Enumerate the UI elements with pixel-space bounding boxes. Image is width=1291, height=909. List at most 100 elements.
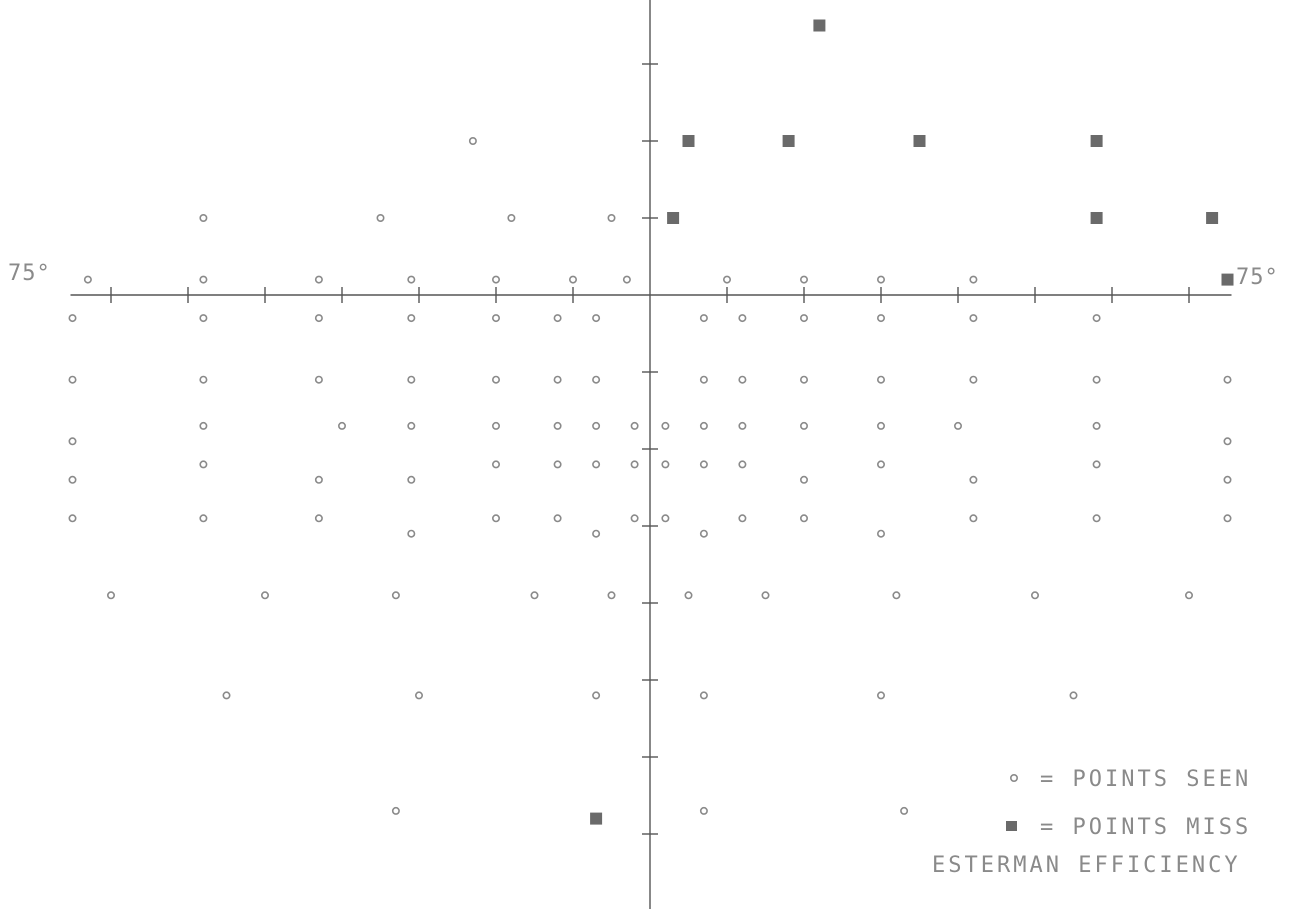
seen-point <box>876 314 885 323</box>
seen-point <box>876 460 885 469</box>
seen-point <box>969 314 978 323</box>
seen-point <box>661 421 670 430</box>
seen-point <box>314 475 323 484</box>
missed-point <box>667 212 680 224</box>
seen-point <box>876 529 885 538</box>
seen-point <box>491 314 500 323</box>
seen-point <box>507 214 516 223</box>
seen-point <box>199 314 208 323</box>
seen-point <box>592 375 601 384</box>
seen-point <box>68 475 77 484</box>
seen-point <box>314 375 323 384</box>
seen-point <box>1092 314 1101 323</box>
seen-point <box>630 460 639 469</box>
seen-point <box>199 375 208 384</box>
seen-point <box>630 514 639 523</box>
seen-point <box>553 375 562 384</box>
seen-point <box>892 591 901 600</box>
missed-point <box>682 135 695 147</box>
seen-point <box>553 421 562 430</box>
missed-point <box>1221 273 1234 286</box>
legend-missed-label: = POINTS MISS <box>1040 815 1251 840</box>
seen-point <box>1092 514 1101 523</box>
seen-point <box>1069 691 1078 700</box>
seen-point <box>1223 475 1232 484</box>
seen-point <box>222 691 231 700</box>
seen-point <box>199 460 208 469</box>
seen-point <box>553 514 562 523</box>
seen-point <box>607 591 616 600</box>
seen-point <box>1092 375 1101 384</box>
seen-point <box>969 475 978 484</box>
seen-point <box>799 514 808 523</box>
seen-point <box>799 275 808 284</box>
seen-point <box>1092 460 1101 469</box>
seen-point <box>553 314 562 323</box>
missed-point <box>913 135 926 147</box>
missed-point <box>1206 212 1219 224</box>
seen-point <box>738 375 747 384</box>
seen-point <box>738 314 747 323</box>
seen-point <box>107 591 116 600</box>
seen-point <box>738 514 747 523</box>
seen-point <box>876 691 885 700</box>
seen-point <box>1223 514 1232 523</box>
missed-point <box>782 135 795 147</box>
seen-point <box>407 421 416 430</box>
seen-point <box>622 275 631 284</box>
seen-point <box>607 214 616 223</box>
seen-point <box>314 275 323 284</box>
missed-point <box>590 812 603 825</box>
seen-point <box>491 275 500 284</box>
seen-point <box>699 421 708 430</box>
seen-point <box>592 691 601 700</box>
seen-point <box>592 421 601 430</box>
missed-points-layer <box>590 19 1234 825</box>
legend: = POINTS SEEN = POINTS MISS ESTERMAN EFF… <box>932 767 1251 878</box>
seen-point <box>592 460 601 469</box>
seen-point <box>68 514 77 523</box>
seen-point <box>699 460 708 469</box>
missed-point <box>1090 212 1103 224</box>
left-axis-label: 75° <box>8 261 51 286</box>
seen-point <box>376 214 385 223</box>
missed-point <box>813 19 826 32</box>
seen-point <box>491 375 500 384</box>
seen-point <box>1223 437 1232 446</box>
seen-point <box>407 275 416 284</box>
seen-point <box>799 314 808 323</box>
legend-missed-marker <box>1006 821 1017 831</box>
seen-point <box>68 437 77 446</box>
seen-point <box>900 806 909 815</box>
seen-point <box>491 460 500 469</box>
seen-point <box>592 314 601 323</box>
seen-points-layer <box>68 137 1232 815</box>
seen-point <box>314 314 323 323</box>
seen-point <box>1092 421 1101 430</box>
esterman-efficiency-label: ESTERMAN EFFICIENCY <box>932 853 1241 878</box>
seen-point <box>260 591 269 600</box>
seen-point <box>568 275 577 284</box>
seen-point <box>337 421 346 430</box>
seen-point <box>684 591 693 600</box>
seen-point <box>491 514 500 523</box>
seen-point <box>699 375 708 384</box>
seen-point <box>407 475 416 484</box>
seen-point <box>407 529 416 538</box>
seen-point <box>199 421 208 430</box>
seen-point <box>83 275 92 284</box>
seen-point <box>953 421 962 430</box>
seen-point <box>68 375 77 384</box>
seen-point <box>699 314 708 323</box>
seen-point <box>661 514 670 523</box>
legend-seen-marker <box>1009 773 1018 782</box>
legend-seen-label: = POINTS SEEN <box>1040 767 1251 792</box>
seen-point <box>407 314 416 323</box>
seen-point <box>553 460 562 469</box>
seen-point <box>391 591 400 600</box>
seen-point <box>530 591 539 600</box>
seen-point <box>414 691 423 700</box>
seen-point <box>68 314 77 323</box>
seen-point <box>314 514 323 523</box>
